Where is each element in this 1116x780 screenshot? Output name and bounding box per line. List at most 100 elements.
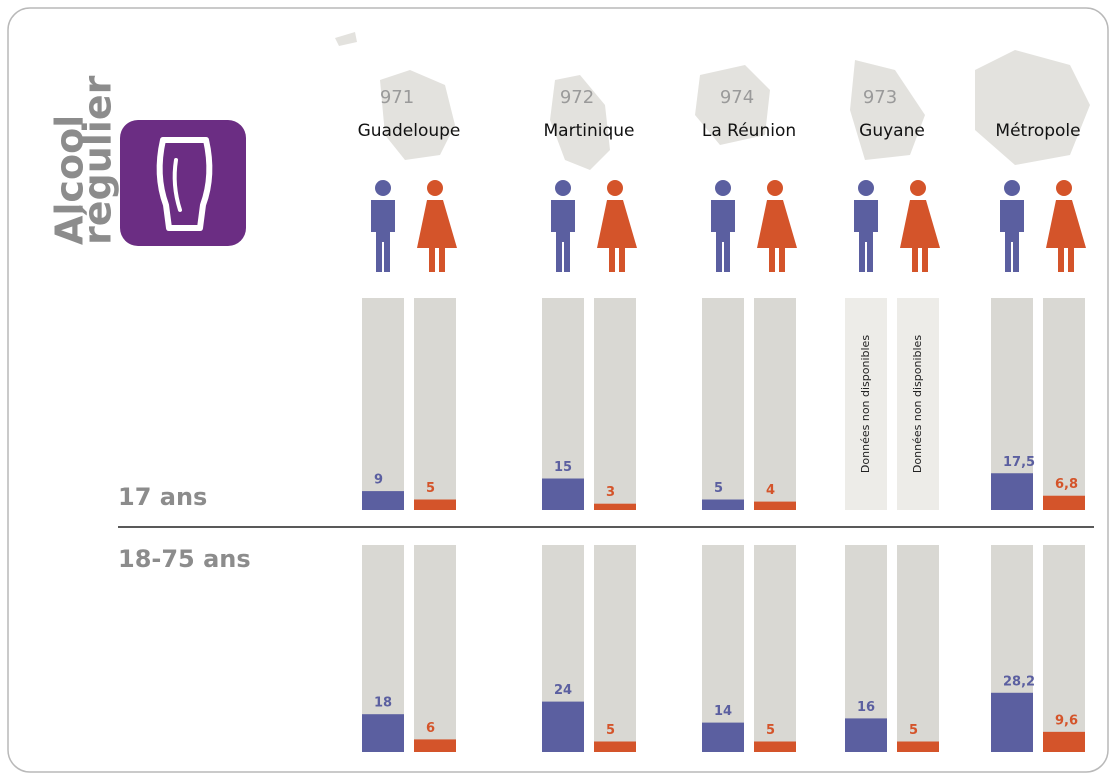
bar xyxy=(897,741,939,752)
map-shapes xyxy=(335,32,1090,170)
value-label: 17,5 xyxy=(1003,455,1035,470)
bar-background xyxy=(414,545,456,752)
bar xyxy=(362,714,404,752)
value-label: 5 xyxy=(426,481,435,496)
value-label: 5 xyxy=(714,481,723,496)
value-label: 5 xyxy=(909,723,918,738)
value-label: 4 xyxy=(766,483,775,498)
missing-box xyxy=(897,298,939,510)
woman-icon xyxy=(1046,180,1086,272)
head xyxy=(375,180,391,196)
age-label: 17 ans xyxy=(118,483,207,511)
woman-icon xyxy=(417,180,457,272)
bar-background xyxy=(754,298,796,510)
value-label: 15 xyxy=(554,460,572,475)
value-label: 5 xyxy=(766,723,775,738)
region-name: Métropole xyxy=(995,121,1080,141)
region-name: Guadeloupe xyxy=(358,121,461,141)
bar xyxy=(1043,495,1085,510)
man-icon xyxy=(711,180,735,272)
head xyxy=(1004,180,1020,196)
head xyxy=(715,180,731,196)
bar xyxy=(414,739,456,752)
woman-icon xyxy=(757,180,797,272)
bar xyxy=(1043,731,1085,752)
head xyxy=(858,180,874,196)
head xyxy=(1056,180,1072,196)
bar-background xyxy=(897,545,939,752)
glass-icon xyxy=(120,120,246,246)
missing-box xyxy=(845,298,887,510)
head xyxy=(555,180,571,196)
bar-background xyxy=(754,545,796,752)
value-label: 3 xyxy=(606,485,615,500)
body xyxy=(371,200,395,272)
region-code: 974 xyxy=(720,87,754,108)
bar xyxy=(542,478,584,510)
value-label: 5 xyxy=(606,723,615,738)
bar-background xyxy=(594,545,636,752)
region-name: Guyane xyxy=(859,121,925,141)
bar xyxy=(594,741,636,752)
bar xyxy=(845,718,887,752)
value-label: 16 xyxy=(857,700,875,715)
bar xyxy=(702,722,744,752)
bar-background xyxy=(702,298,744,510)
bar xyxy=(702,499,744,510)
body xyxy=(711,200,735,272)
bar xyxy=(542,701,584,752)
region-name: Martinique xyxy=(544,121,635,141)
bar xyxy=(754,741,796,752)
bar-background xyxy=(362,298,404,510)
body xyxy=(1046,200,1086,272)
body xyxy=(597,200,637,272)
man-icon xyxy=(1000,180,1024,272)
value-label: 28,2 xyxy=(1003,674,1035,689)
value-label: 9,6 xyxy=(1055,713,1078,728)
bar xyxy=(414,499,456,510)
region-code: 971 xyxy=(380,87,414,108)
region-code: 973 xyxy=(863,87,897,108)
head xyxy=(427,180,443,196)
value-label: 14 xyxy=(714,704,732,719)
value-label: 6 xyxy=(426,721,435,736)
bar xyxy=(991,473,1033,510)
bar-background xyxy=(594,298,636,510)
body xyxy=(900,200,940,272)
body xyxy=(854,200,878,272)
bar xyxy=(594,503,636,510)
body xyxy=(757,200,797,272)
missing-label: Données non disponibles xyxy=(911,335,924,473)
bar-background xyxy=(1043,545,1085,752)
bar-background xyxy=(845,545,887,752)
man-icon xyxy=(371,180,395,272)
body xyxy=(1000,200,1024,272)
bar-background xyxy=(1043,298,1085,510)
head xyxy=(910,180,926,196)
woman-icon xyxy=(900,180,940,272)
age-label: 18-75 ans xyxy=(118,545,251,573)
man-icon xyxy=(854,180,878,272)
region-name: La Réunion xyxy=(702,121,796,141)
man-icon xyxy=(551,180,575,272)
bar-background xyxy=(542,298,584,510)
bar xyxy=(754,501,796,510)
body xyxy=(417,200,457,272)
bar xyxy=(362,491,404,510)
value-label: 6,8 xyxy=(1055,477,1078,492)
title-line: régulier xyxy=(76,75,120,245)
missing-label: Données non disponibles xyxy=(859,335,872,473)
head xyxy=(607,180,623,196)
title-line: Alcool xyxy=(48,115,92,245)
head xyxy=(767,180,783,196)
region-code: 972 xyxy=(560,87,594,108)
value-label: 9 xyxy=(374,473,383,488)
value-label: 18 xyxy=(374,696,392,711)
bar xyxy=(991,692,1033,752)
bar-background xyxy=(414,298,456,510)
value-label: 24 xyxy=(554,683,572,698)
body xyxy=(551,200,575,272)
bar-background xyxy=(702,545,744,752)
woman-icon xyxy=(597,180,637,272)
